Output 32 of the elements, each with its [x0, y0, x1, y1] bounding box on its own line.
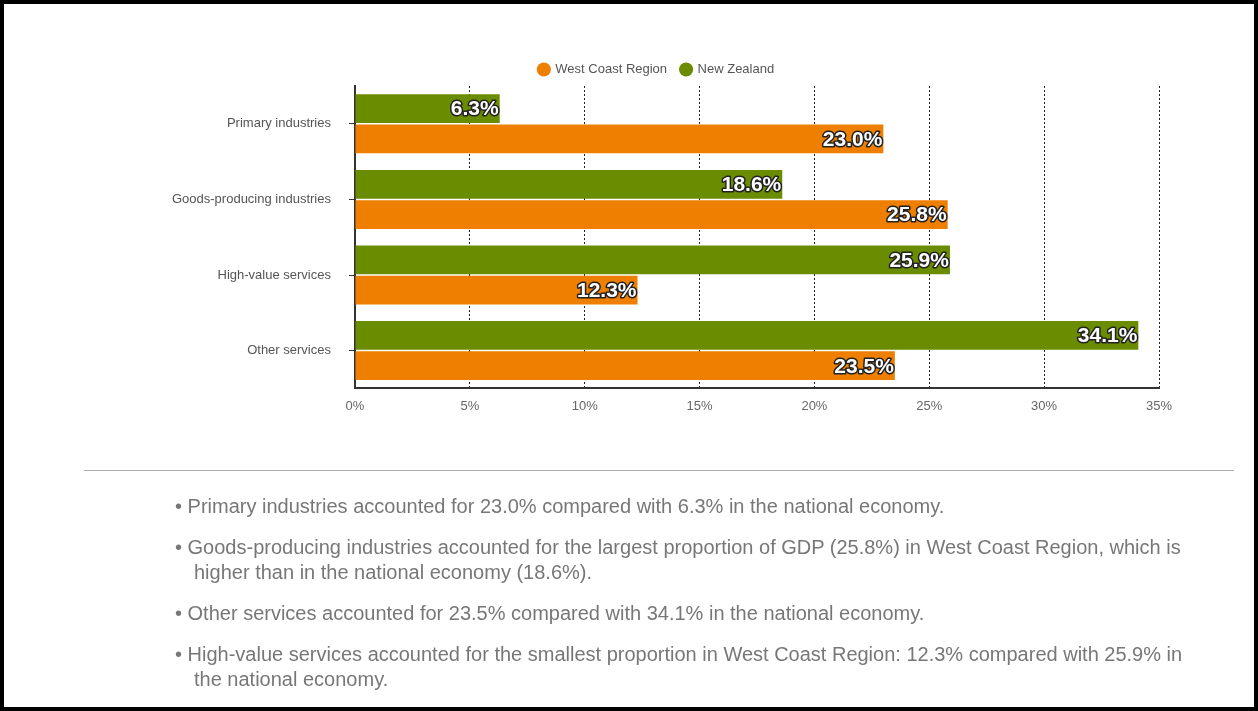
bar — [355, 169, 783, 199]
bar — [355, 351, 895, 381]
x-tick-label: 10% — [571, 397, 599, 413]
bar — [355, 200, 948, 229]
x-tick-label: 35% — [1145, 397, 1173, 413]
y-tick-label: Goods-producing industries — [171, 190, 332, 206]
bar — [355, 321, 1139, 350]
data-label: 34.1% — [1077, 323, 1138, 347]
y-tick-label: Primary industries — [226, 115, 332, 131]
x-tick-label: 0% — [345, 397, 365, 413]
bar — [355, 124, 884, 154]
text: • High-value services accounted for the smallest proportion in West Coast Region: 12.3% compared with 25.9% in the national economy. — [175, 642, 1184, 692]
data-label: 23.5% — [834, 353, 895, 377]
x-tick-label: 20% — [801, 397, 828, 413]
x-tick-label: 30% — [1031, 397, 1058, 413]
y-tick-label: High-value services — [217, 266, 332, 282]
data-label: 25.8% — [887, 202, 947, 226]
data-label: 25.9% — [889, 247, 950, 271]
data-label: 18.6% — [721, 172, 782, 196]
x-tick-label: 5% — [460, 397, 480, 413]
data-label: 23.0% — [822, 126, 883, 150]
text: • Primary industries accounted for 23.0% compared with 6.3% in the national economy. — [175, 494, 946, 519]
data-label: 6.3% — [450, 96, 500, 120]
text: • Other services accounted for 23.5% compared with 34.1% in the national economy. — [175, 601, 926, 626]
legend-label: West Coast Region — [555, 61, 668, 77]
x-tick-label: 25% — [916, 397, 943, 413]
legend-label: New Zealand — [697, 61, 775, 77]
data-label: 12.3% — [576, 277, 637, 301]
y-tick-label: Other services — [247, 342, 332, 358]
text: • Goods-producing industries accounted for the largest proportion of GDP (25.8%) in West Coast Region, which is higher than in the national economy (18.6%). — [175, 535, 1182, 585]
bar — [355, 245, 950, 275]
x-tick-label: 15% — [686, 397, 713, 413]
